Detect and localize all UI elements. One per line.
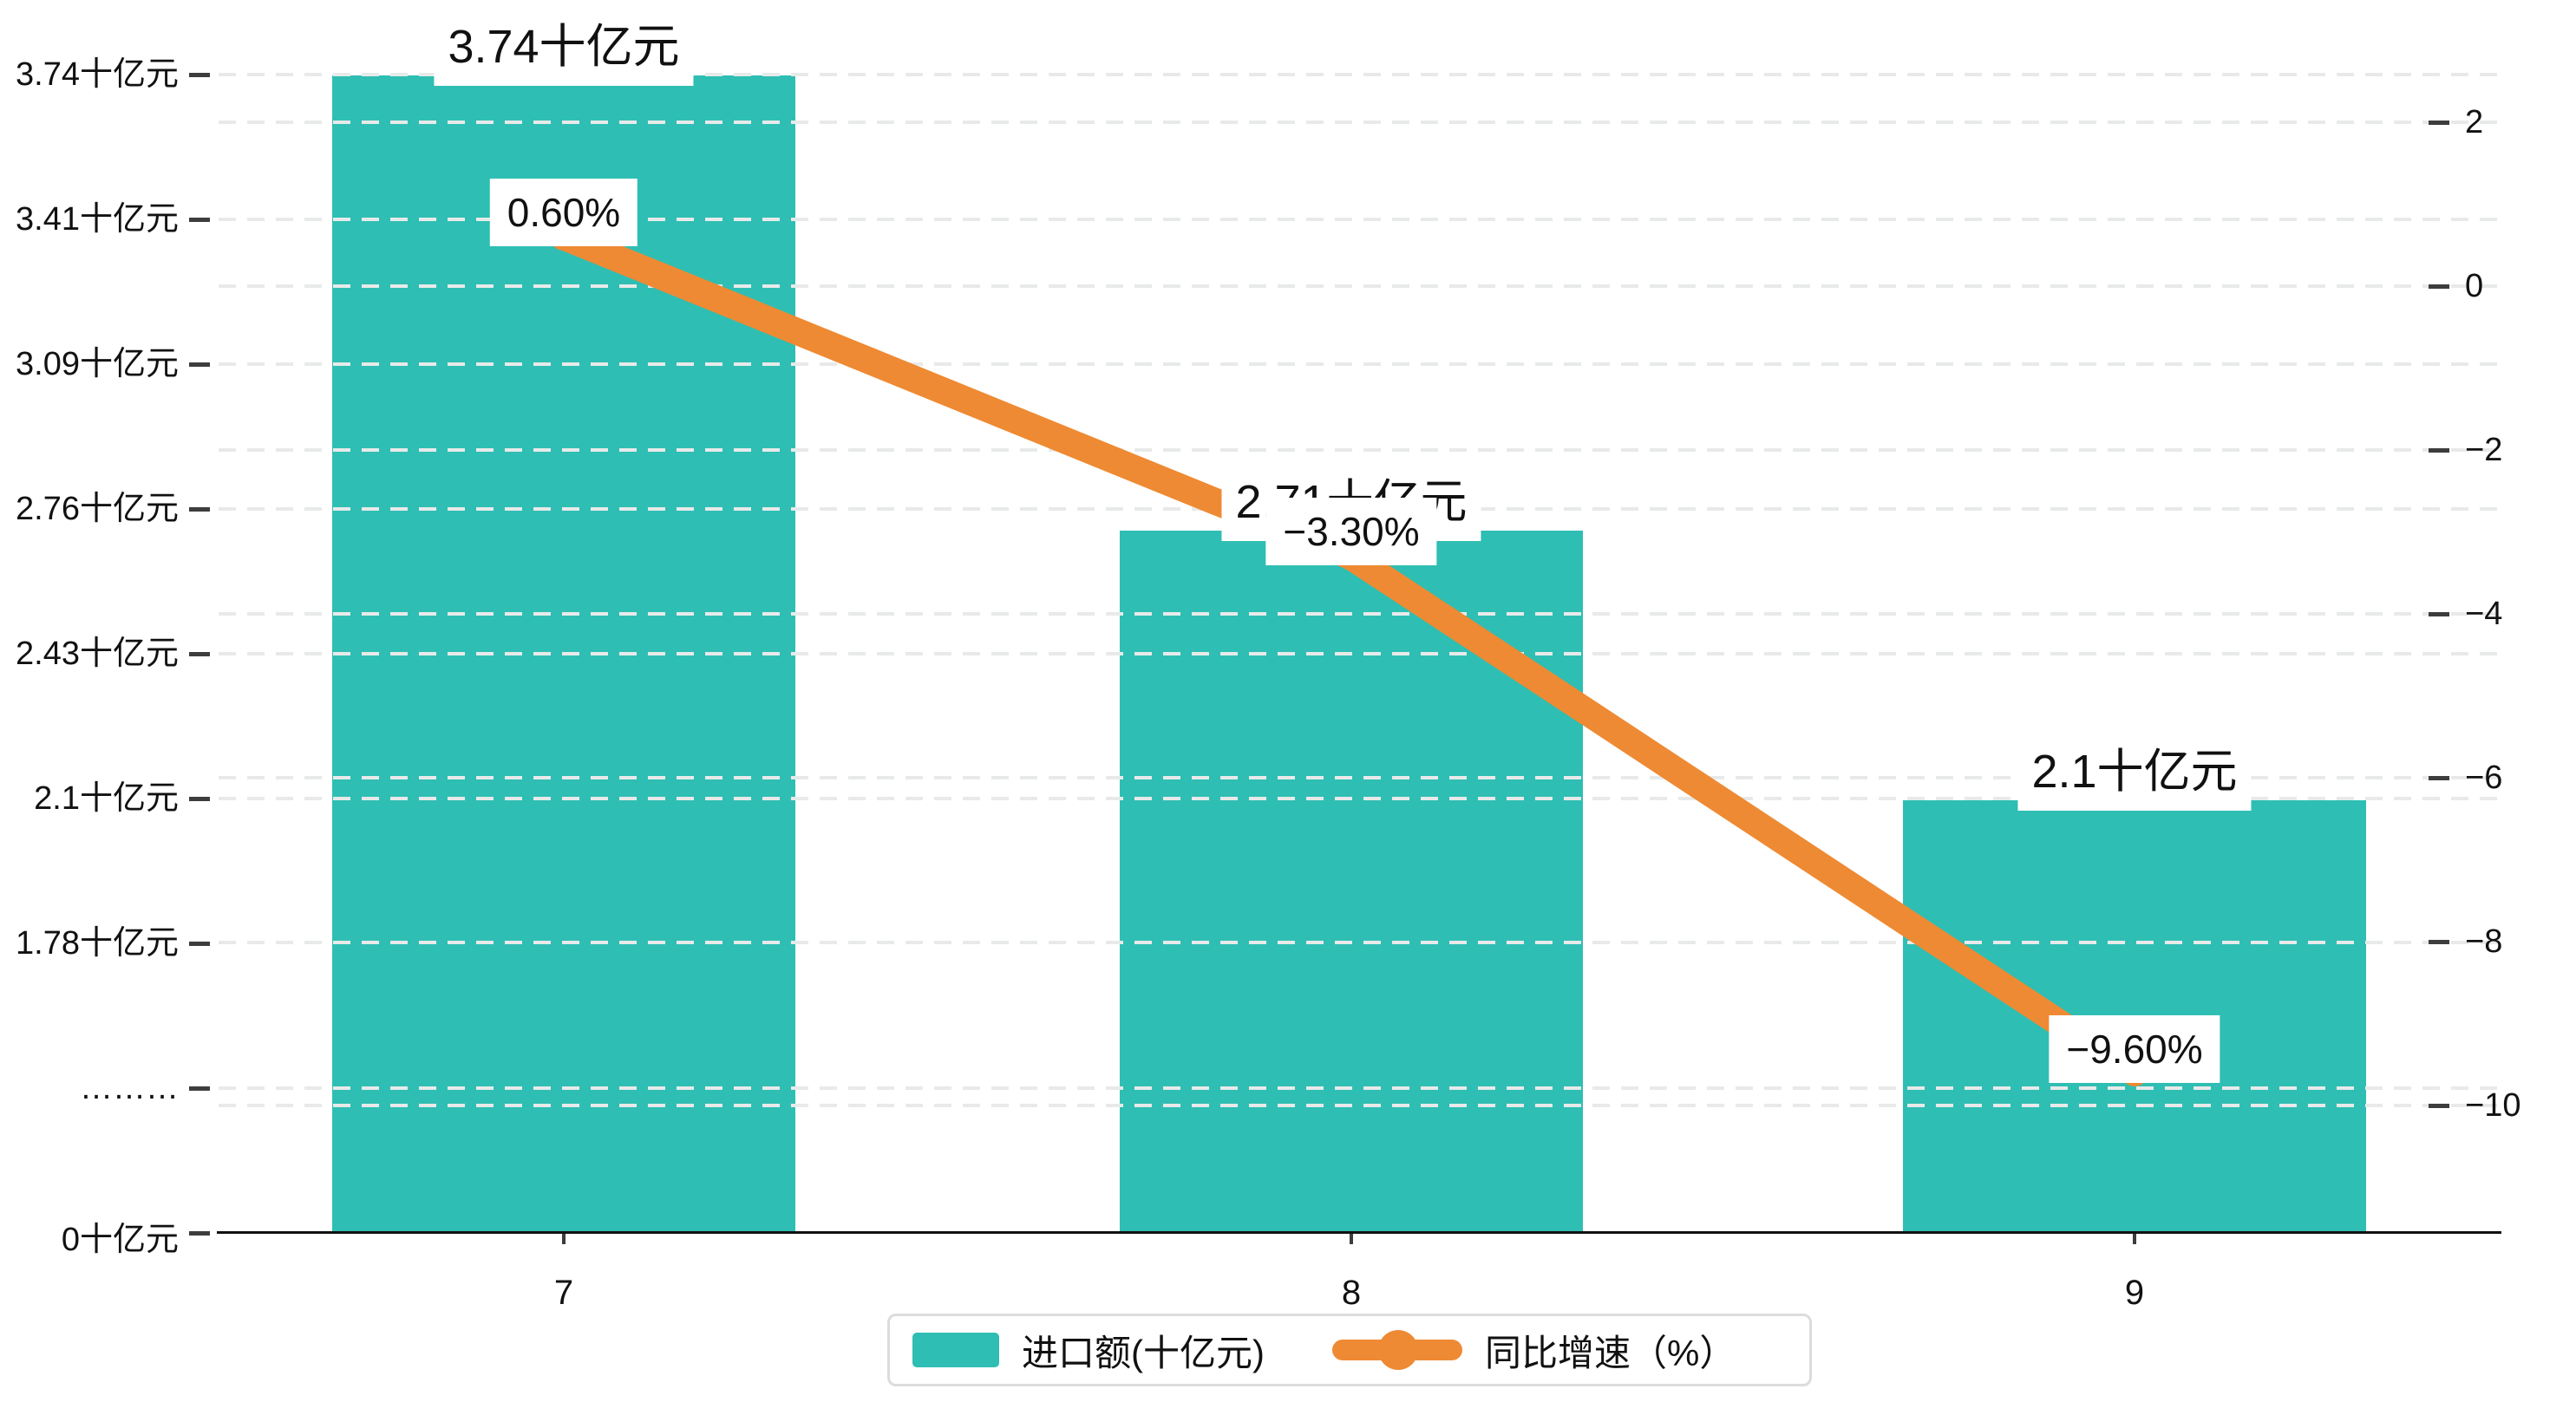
- x-axis-label: 8: [1341, 1274, 1362, 1312]
- y-axis-right-label: −2: [2465, 432, 2503, 468]
- y-axis-right-label: −6: [2465, 760, 2503, 796]
- y-axis-left-label: 2.1十亿元: [34, 780, 179, 817]
- y-axis-left-tick-mark: [189, 797, 210, 801]
- y-axis-left-tick-mark: [189, 1086, 210, 1091]
- y-axis-left-label: 3.41十亿元: [16, 201, 179, 238]
- gridline: [219, 652, 2500, 655]
- y-axis-right-label: 2: [2465, 104, 2484, 140]
- growth-rate-label: 0.60%: [489, 179, 638, 246]
- bar-value-label: 3.74十亿元: [434, 8, 694, 86]
- y-axis-right-tick-mark: [2429, 1104, 2449, 1108]
- legend-item-import-amount[interactable]: 进口额(十亿元): [912, 1324, 1265, 1377]
- x-axis-tick-mark: [562, 1234, 566, 1244]
- growth-rate-label: −3.30%: [1265, 498, 1437, 565]
- x-axis-label: 7: [553, 1274, 574, 1312]
- x-axis-tick-mark: [1350, 1234, 1353, 1244]
- gridline: [219, 1104, 2500, 1107]
- gridline: [219, 121, 2500, 124]
- legend-label-import-amount: 进口额(十亿元): [1022, 1332, 1265, 1373]
- x-axis-label: 9: [2124, 1274, 2145, 1312]
- line-dot-icon: [1331, 1330, 1462, 1370]
- y-axis-left-tick-mark: [189, 218, 210, 222]
- y-axis-right-tick-mark: [2429, 940, 2449, 944]
- gridline: [219, 284, 2500, 288]
- y-axis-left-tick-mark: [189, 507, 210, 512]
- y-axis-right-tick-mark: [2429, 612, 2449, 616]
- gridline: [219, 612, 2500, 616]
- legend-label-growth-rate: 同比增速（%）: [1484, 1332, 1736, 1373]
- growth-rate-label: −9.60%: [2049, 1015, 2220, 1083]
- gridline: [219, 218, 2500, 221]
- y-axis-right-tick-mark: [2429, 284, 2449, 289]
- y-axis-right-tick-mark: [2429, 121, 2449, 125]
- y-axis-right-label: −10: [2465, 1087, 2521, 1124]
- gridline: [219, 941, 2500, 944]
- y-axis-right-label: −4: [2465, 596, 2503, 632]
- y-axis-left-tick-mark: [189, 942, 210, 946]
- y-axis-left-label: 3.09十亿元: [16, 346, 179, 382]
- x-axis-tick-mark: [2133, 1234, 2136, 1244]
- y-axis-left-label: 0十亿元: [61, 1222, 179, 1258]
- bar-month-8[interactable]: [1120, 531, 1583, 1231]
- gridline: [219, 362, 2500, 366]
- y-axis-left-tick-mark: [189, 73, 210, 77]
- legend-item-growth-rate[interactable]: 同比增速（%）: [1265, 1324, 1736, 1377]
- y-axis-left-label: 3.74十亿元: [16, 56, 179, 93]
- y-axis-left-tick-mark: [189, 652, 210, 656]
- y-axis-left-label: 1.78十亿元: [16, 925, 179, 962]
- x-axis-line: [217, 1231, 2501, 1234]
- y-axis-left-label: 2.76十亿元: [16, 491, 179, 527]
- gridline: [219, 73, 2500, 76]
- gridline: [219, 448, 2500, 452]
- y-axis-right-label: −8: [2465, 923, 2503, 960]
- gridline: [219, 1086, 2500, 1090]
- y-axis-left-tick-mark: [189, 362, 210, 367]
- y-axis-left-label: 2.43十亿元: [16, 636, 179, 672]
- bar-swatch-icon: [912, 1333, 999, 1367]
- y-axis-right-tick-mark: [2429, 448, 2449, 453]
- y-axis-right-tick-mark: [2429, 776, 2449, 780]
- legend: 进口额(十亿元) 同比增速（%）: [887, 1314, 1812, 1386]
- y-axis-right-label: 0: [2465, 268, 2484, 304]
- bar-value-label: 2.1十亿元: [2017, 733, 2252, 811]
- y-axis-left-label: ………: [80, 1070, 179, 1106]
- y-axis-left-tick-mark: [189, 1231, 210, 1236]
